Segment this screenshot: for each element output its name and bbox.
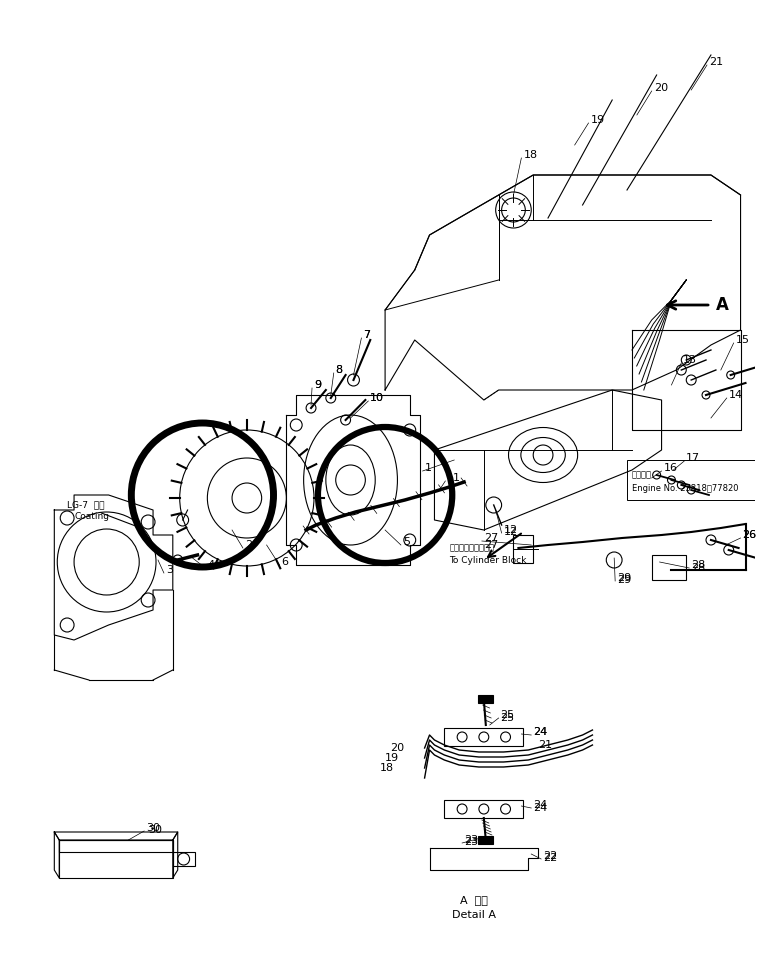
Text: 12: 12 xyxy=(503,527,518,537)
Text: 29: 29 xyxy=(617,573,631,583)
Bar xyxy=(652,555,686,580)
Text: 13: 13 xyxy=(683,355,697,365)
Bar xyxy=(478,836,493,844)
Text: 30: 30 xyxy=(146,823,160,833)
Text: 14: 14 xyxy=(729,390,743,400)
Text: 7: 7 xyxy=(363,330,370,340)
Text: 22: 22 xyxy=(543,853,558,863)
Text: シリンダブロックへ: シリンダブロックへ xyxy=(449,544,494,552)
Circle shape xyxy=(336,465,366,495)
Text: 25: 25 xyxy=(500,713,515,723)
Text: 17: 17 xyxy=(686,453,701,463)
Bar xyxy=(173,852,194,866)
Text: 21: 21 xyxy=(709,57,723,67)
Text: 9: 9 xyxy=(314,380,321,390)
Text: LG-7  塗布: LG-7 塗布 xyxy=(67,500,105,510)
Text: 5: 5 xyxy=(403,537,410,547)
Bar xyxy=(444,728,523,746)
Text: Coating: Coating xyxy=(74,512,109,520)
Text: 20: 20 xyxy=(390,743,404,753)
Text: 24: 24 xyxy=(533,803,548,813)
Text: 適用号機: 適用号機 xyxy=(632,471,652,480)
Text: 10: 10 xyxy=(370,393,384,403)
Text: 25: 25 xyxy=(500,710,515,720)
Text: 29: 29 xyxy=(617,575,631,585)
Text: Engine No. 23318～77820: Engine No. 23318～77820 xyxy=(632,484,738,492)
Text: 3: 3 xyxy=(166,565,173,575)
Bar xyxy=(478,695,493,703)
Text: To Cylinder Block: To Cylinder Block xyxy=(449,555,526,564)
Text: 11: 11 xyxy=(448,473,461,483)
Text: 7: 7 xyxy=(363,330,370,340)
Bar xyxy=(444,800,523,818)
Text: 24: 24 xyxy=(533,800,548,810)
Text: 27: 27 xyxy=(483,533,498,543)
Text: 28: 28 xyxy=(692,563,705,573)
Text: 19: 19 xyxy=(385,753,399,763)
Text: 26: 26 xyxy=(743,530,757,540)
Text: A: A xyxy=(716,296,729,314)
Text: 26: 26 xyxy=(743,530,757,540)
Text: A  詳細: A 詳細 xyxy=(460,895,488,905)
Text: 16: 16 xyxy=(663,463,678,473)
Text: 22: 22 xyxy=(543,851,558,861)
Text: 30: 30 xyxy=(148,825,162,835)
Text: 24: 24 xyxy=(533,727,548,737)
Bar xyxy=(59,840,173,878)
Bar xyxy=(513,535,533,563)
Circle shape xyxy=(232,483,262,513)
Text: Detail A: Detail A xyxy=(452,910,496,920)
Text: 18: 18 xyxy=(380,763,394,773)
Text: 28: 28 xyxy=(692,560,705,570)
Text: 15: 15 xyxy=(736,335,750,345)
Text: 10: 10 xyxy=(370,393,384,403)
Text: 8: 8 xyxy=(336,365,343,375)
Text: 2: 2 xyxy=(245,540,252,550)
Text: 23: 23 xyxy=(464,835,478,845)
Text: 9: 9 xyxy=(314,380,321,390)
Text: 19: 19 xyxy=(591,115,604,125)
Text: 4: 4 xyxy=(207,560,214,570)
Text: 18: 18 xyxy=(523,150,538,160)
Bar xyxy=(59,840,173,852)
Text: 8: 8 xyxy=(336,365,343,375)
Text: 27: 27 xyxy=(483,540,498,550)
Text: 23: 23 xyxy=(464,837,478,847)
Text: 12: 12 xyxy=(503,525,518,535)
Text: 21: 21 xyxy=(538,740,552,750)
Text: 24: 24 xyxy=(533,727,548,737)
Text: 20: 20 xyxy=(653,83,668,93)
Bar xyxy=(627,460,755,500)
Text: 6: 6 xyxy=(282,557,288,567)
Text: 1: 1 xyxy=(425,463,431,473)
